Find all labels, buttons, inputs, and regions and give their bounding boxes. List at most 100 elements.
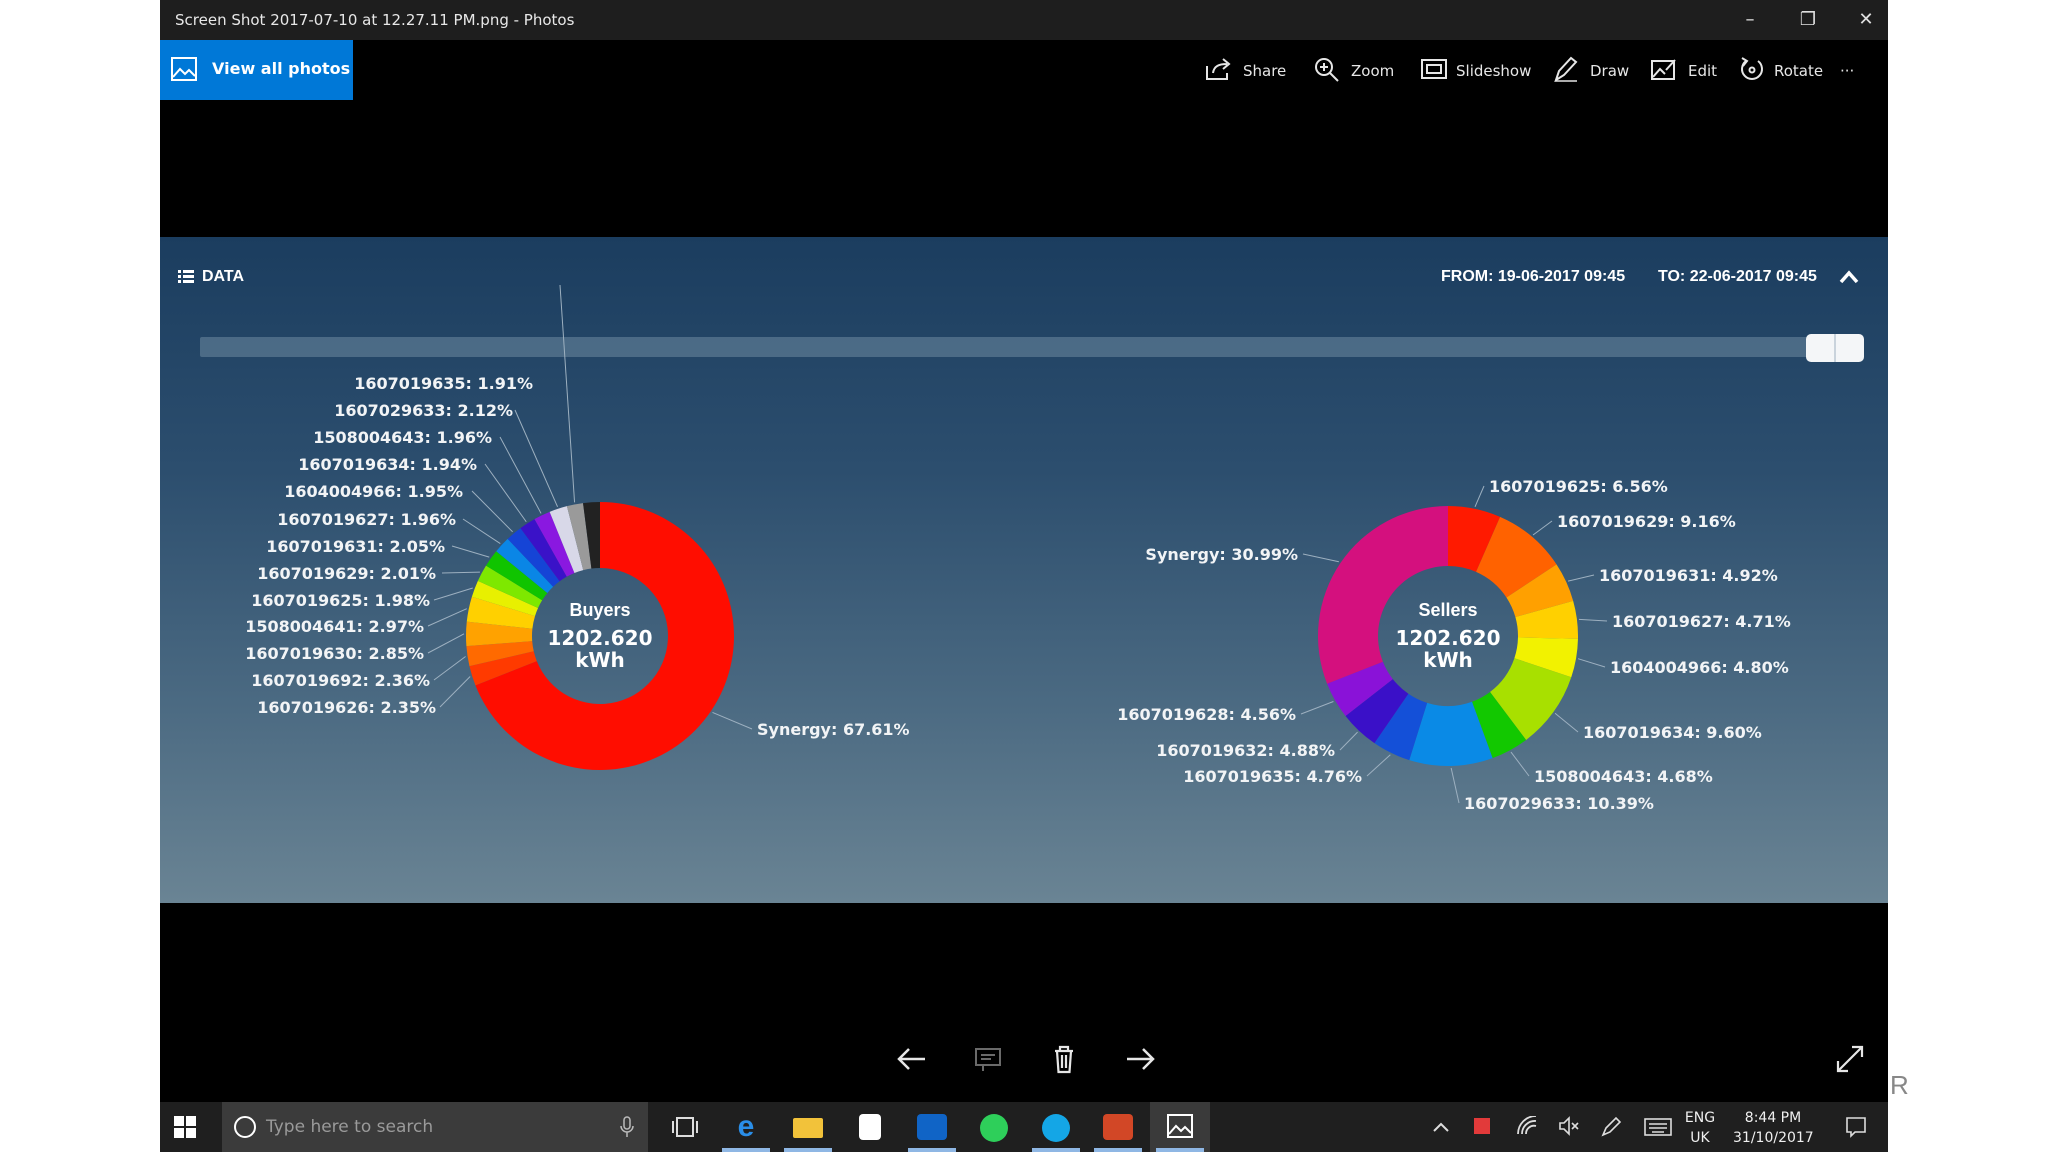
label-connector (712, 711, 753, 730)
file-explorer-taskbar-button[interactable] (778, 1102, 838, 1152)
donut-slice (465, 621, 533, 647)
label-connector (514, 409, 559, 507)
microphone-icon (620, 1116, 634, 1137)
donut-slice (507, 528, 560, 587)
donut-slice (469, 651, 537, 686)
zoom-label: Zoom (1351, 62, 1395, 80)
slice-label: Synergy: 30.99% (1145, 545, 1298, 564)
donut-slice (1476, 516, 1557, 598)
cortana-icon (234, 1116, 256, 1138)
label-connector (559, 284, 576, 503)
slider-handle (1806, 334, 1864, 362)
powerpoint-taskbar-button[interactable] (1088, 1102, 1148, 1152)
pen-workspace-icon[interactable] (1600, 1116, 1622, 1138)
store-icon (859, 1114, 881, 1140)
label-connector (1450, 767, 1460, 804)
folder-icon (793, 1118, 823, 1138)
active-indicator (722, 1148, 770, 1152)
to-date: TO: 22-06-2017 09:45 (1658, 268, 1817, 285)
minimize-button[interactable]: – (1745, 9, 1755, 30)
donut-slice (566, 503, 592, 571)
outlook-taskbar-button[interactable] (902, 1102, 962, 1152)
taskbar-clock[interactable]: 8:44 PM 31/10/2017 (1733, 1108, 1814, 1148)
whatsapp-taskbar-button[interactable] (964, 1102, 1024, 1152)
speaker-muted-icon[interactable] (1558, 1116, 1580, 1136)
donut-slice (471, 580, 539, 617)
donut-slice (1327, 661, 1393, 716)
zoom-in-icon (1315, 58, 1339, 82)
label-connector (1567, 574, 1595, 582)
label-connector (1366, 754, 1391, 777)
view-all-photos-button[interactable]: View all photos (160, 40, 353, 100)
input-language[interactable]: ENG UK (1680, 1108, 1720, 1148)
donut-slice (1318, 506, 1448, 684)
restore-button[interactable]: ❐ (1799, 9, 1817, 30)
label-connector (439, 676, 471, 708)
donut-slice (1345, 679, 1409, 744)
pen-icon (1554, 56, 1578, 82)
buyers-donut-chart: Synergy: 67.61% 1607019626: 2.35% 16070196… (245, 284, 910, 770)
donut-center-title: Sellers (1418, 600, 1477, 620)
chevron-up-tray-icon[interactable] (1432, 1120, 1450, 1134)
slice-label: 1607019634: 1.94% (298, 455, 477, 474)
label-connector (499, 436, 542, 514)
chevron-up-icon (1839, 270, 1859, 284)
close-button[interactable]: ✕ (1858, 9, 1874, 30)
donut-slice (1490, 658, 1572, 740)
taskbar-search-box[interactable]: Type here to search (222, 1102, 648, 1152)
window-title: Screen Shot 2017-07-10 at 12.27.11 PM.pn… (175, 11, 575, 29)
arrow-left-icon (897, 1048, 925, 1070)
skype-taskbar-button[interactable] (1026, 1102, 1086, 1152)
photos-window: Screen Shot 2017-07-10 at 12.27.11 PM.pn… (160, 0, 1888, 1152)
task-view-icon (672, 1117, 698, 1137)
slice-label: Synergy: 67.61% (757, 720, 910, 739)
action-center-icon[interactable] (1845, 1116, 1867, 1138)
label-connector (471, 490, 513, 533)
wifi-icon[interactable] (1516, 1116, 1538, 1136)
slice-label: 1607019632: 4.88% (1156, 741, 1335, 760)
donut-center-value: 1202.620 (1395, 626, 1500, 650)
slice-label: 1607019630: 2.85% (245, 644, 424, 663)
donut-slice (1374, 693, 1428, 761)
language-code: ENG (1684, 1110, 1716, 1126)
label-connector (1578, 618, 1608, 622)
slice-label: 1607019627: 1.96% (277, 510, 456, 529)
keyboard-icon[interactable] (1644, 1117, 1672, 1137)
active-indicator (1032, 1148, 1080, 1152)
clock-date: 31/10/2017 (1733, 1130, 1814, 1146)
search-placeholder: Type here to search (266, 1117, 434, 1137)
edge-taskbar-button[interactable]: e (716, 1102, 776, 1152)
donut-slice (475, 502, 734, 770)
slideshow-frame-icon (975, 1048, 1001, 1071)
dropbox-tray-icon[interactable] (1474, 1118, 1490, 1134)
language-region: UK (1690, 1130, 1710, 1146)
store-taskbar-button[interactable] (840, 1102, 900, 1152)
donut-slice (1448, 506, 1501, 572)
slice-label: 1607029633: 2.12% (334, 401, 513, 420)
photos-taskbar-button[interactable] (1150, 1102, 1210, 1152)
draw-label: Draw (1590, 62, 1630, 80)
photos-icon (171, 57, 197, 81)
trash-icon (1055, 1045, 1073, 1074)
label-connector (1339, 731, 1358, 751)
slice-label: 1607019625: 6.56% (1489, 477, 1668, 496)
label-connector (1300, 701, 1334, 715)
outlook-icon (917, 1114, 947, 1140)
label-connector (433, 656, 466, 681)
task-view-button[interactable] (654, 1102, 714, 1152)
slice-label: 1607019625: 1.98% (251, 591, 430, 610)
donut-slice (466, 641, 534, 667)
slice-label: 1607019631: 2.05% (266, 537, 445, 556)
from-date: FROM: 19-06-2017 09:45 (1441, 268, 1626, 285)
slideshow-label: Slideshow (1456, 62, 1532, 80)
active-indicator (1156, 1148, 1204, 1152)
donut-slice (1514, 637, 1578, 678)
donut-slice (496, 538, 554, 593)
donut-slice (466, 596, 535, 629)
rotate-label: Rotate (1774, 62, 1824, 80)
view-all-photos-label: View all photos (212, 59, 351, 78)
active-indicator (1094, 1148, 1142, 1152)
donut-slice (485, 551, 548, 601)
donut-slice (1409, 701, 1493, 766)
skype-icon (1042, 1114, 1070, 1142)
